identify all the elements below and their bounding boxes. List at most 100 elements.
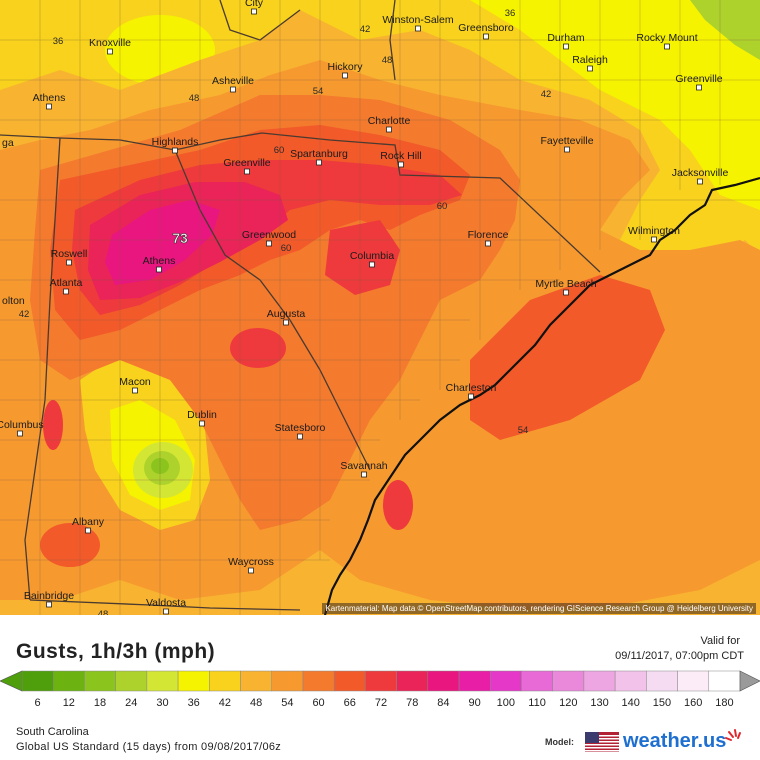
contour-value-label: 54: [313, 86, 324, 97]
city-marker: Valdosta: [146, 597, 186, 615]
city-dot: [230, 86, 236, 93]
colorbar-swatch: [333, 670, 366, 692]
colorbar-tick-label: 48: [250, 697, 263, 709]
contour-value-label: 42: [19, 309, 30, 320]
colorbar-tick-label: 140: [621, 697, 640, 709]
city-dot: [66, 259, 72, 266]
contour-value-label: 60: [437, 201, 448, 212]
model-run-label: Global US Standard (15 days) from 09/08/…: [16, 741, 282, 753]
city-label: Fayetteville: [540, 135, 593, 147]
city-dot: [46, 103, 52, 110]
county-lines: [0, 0, 760, 615]
city-marker: City: [245, 0, 264, 15]
city-marker: Greensboro: [458, 22, 514, 40]
city-dot: [17, 430, 23, 437]
city-label: Savannah: [340, 460, 387, 472]
city-marker: Columbus: [0, 419, 44, 437]
city-label: Statesboro: [275, 422, 326, 434]
city-label: Dublin: [187, 409, 217, 421]
map-attribution: Kartenmaterial: Map data © OpenStreetMap…: [322, 603, 756, 614]
city-layer: City Winston-Salem Greensboro Knoxville Durh…: [0, 0, 728, 615]
colorbar-tick-label: 30: [156, 697, 169, 709]
colorbar-low-arrow: [0, 670, 23, 692]
colorbar-tick-label: 160: [683, 697, 703, 709]
city-dot: [697, 178, 703, 185]
city-dot: [163, 608, 169, 615]
region-label: South Carolina: [16, 726, 89, 738]
valid-label: Valid for: [700, 635, 740, 647]
city-label: Albany: [72, 516, 105, 528]
colorbar-swatch: [396, 670, 429, 692]
colorbar-tick-label: 72: [374, 697, 388, 709]
colorbar-swatch: [302, 670, 335, 692]
city-dot: [369, 261, 375, 268]
city-dot: [415, 25, 421, 32]
city-marker: Greenville: [675, 73, 723, 91]
gust-zone-66-augusta: [230, 328, 286, 368]
max-gust-label: 73: [172, 230, 188, 246]
city-marker: Durham: [547, 32, 585, 50]
city-marker: Raleigh: [572, 54, 608, 72]
city-label: Raleigh: [572, 54, 608, 66]
city-label: Columbia: [350, 250, 395, 262]
city-label: Knoxville: [89, 37, 131, 49]
city-dot: [316, 159, 322, 166]
gust-map: 73 City Winston-Salem Greensboro Knoxville D…: [0, 0, 760, 620]
city-label: Greensboro: [458, 22, 514, 34]
city-marker: Columbia: [350, 250, 395, 268]
city-marker: Charlotte: [368, 115, 410, 133]
city-label: Columbus: [0, 419, 44, 431]
colorbar-swatch: [52, 670, 85, 692]
colorbar-ticks: 6 12 18 24 30 36 42 48 54 60 66 72 78 84 90 100 110 120 13…: [0, 697, 760, 711]
city-marker: Dublin: [187, 409, 217, 427]
colorbar-swatch: [490, 670, 522, 692]
colorbar-swatch: [677, 670, 710, 692]
city-label: Florence: [468, 229, 509, 241]
city-marker: Greenville: [223, 157, 271, 175]
colorbar-swatch: [240, 670, 272, 692]
colorbar-swatch: [646, 670, 678, 692]
colorbar-swatch: [146, 670, 179, 692]
colorbar-swatch: [177, 670, 210, 692]
contour-value-label: 54: [518, 425, 529, 436]
gust-zone-66-savannah: [383, 480, 413, 530]
colorbar-tick-label: 54: [281, 697, 294, 709]
contour-value-label: 42: [541, 89, 552, 100]
city-dot: [248, 567, 254, 574]
city-dot: [398, 161, 404, 168]
city-label: City: [245, 0, 264, 9]
city-label: Roswell: [51, 248, 88, 260]
brand-block[interactable]: Model: weather.us: [545, 728, 745, 756]
contour-value-label: 48: [189, 93, 200, 104]
city-marker: Rocky Mount: [636, 32, 698, 50]
gust-zone-60-offshore: [470, 275, 665, 440]
city-dot: [251, 8, 257, 15]
city-dot: [156, 266, 162, 273]
city-dot: [563, 43, 569, 50]
city-dot: [563, 289, 569, 296]
city-dot: [46, 601, 52, 608]
city-marker: Rock Hill: [380, 150, 422, 168]
city-marker: Savannah: [340, 460, 388, 478]
sun-rays-icon: [725, 729, 741, 741]
colorbar-swatch: [614, 670, 647, 692]
city-dot: [132, 387, 138, 394]
colorbar-tick-label: 120: [559, 697, 578, 709]
city-label: Greenville: [223, 157, 270, 169]
colorbar-tick-label: 84: [437, 697, 450, 709]
city-dot: [85, 527, 91, 534]
city-label: Macon: [119, 376, 151, 388]
colorbar-swatch: [583, 670, 616, 692]
colorbar-tick-label: 60: [312, 697, 325, 709]
colorbar-tick-label: 180: [715, 697, 734, 709]
city-label: Valdosta: [146, 597, 186, 609]
city-marker: Bainbridge: [24, 590, 74, 608]
city-label: Bainbridge: [24, 590, 74, 602]
edge-city-label: ga: [2, 137, 14, 149]
colorbar-tick-label: 36: [187, 697, 200, 709]
city-marker: Charleston: [446, 382, 497, 400]
city-label: Asheville: [212, 75, 254, 87]
colorbar-swatch: [708, 670, 741, 692]
city-label: Hickory: [327, 61, 363, 73]
colorbar-swatch: [209, 670, 241, 692]
